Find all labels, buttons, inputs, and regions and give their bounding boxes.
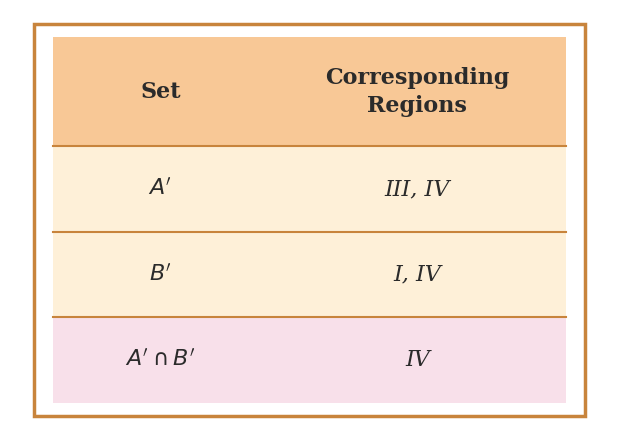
Bar <box>34 24 585 416</box>
Text: IV: IV <box>405 349 430 371</box>
Bar <box>53 37 566 147</box>
Text: Set: Set <box>141 81 181 103</box>
Bar <box>53 317 566 403</box>
Bar <box>53 232 566 317</box>
Text: I, IV: I, IV <box>394 264 441 286</box>
Text: $A'$: $A'$ <box>149 178 173 200</box>
Text: $A' \cap B'$: $A' \cap B'$ <box>125 349 196 371</box>
Text: Corresponding
Regions: Corresponding Regions <box>325 66 509 117</box>
Bar <box>53 147 566 232</box>
Text: $B'$: $B'$ <box>149 264 172 286</box>
Text: III, IV: III, IV <box>384 178 450 200</box>
